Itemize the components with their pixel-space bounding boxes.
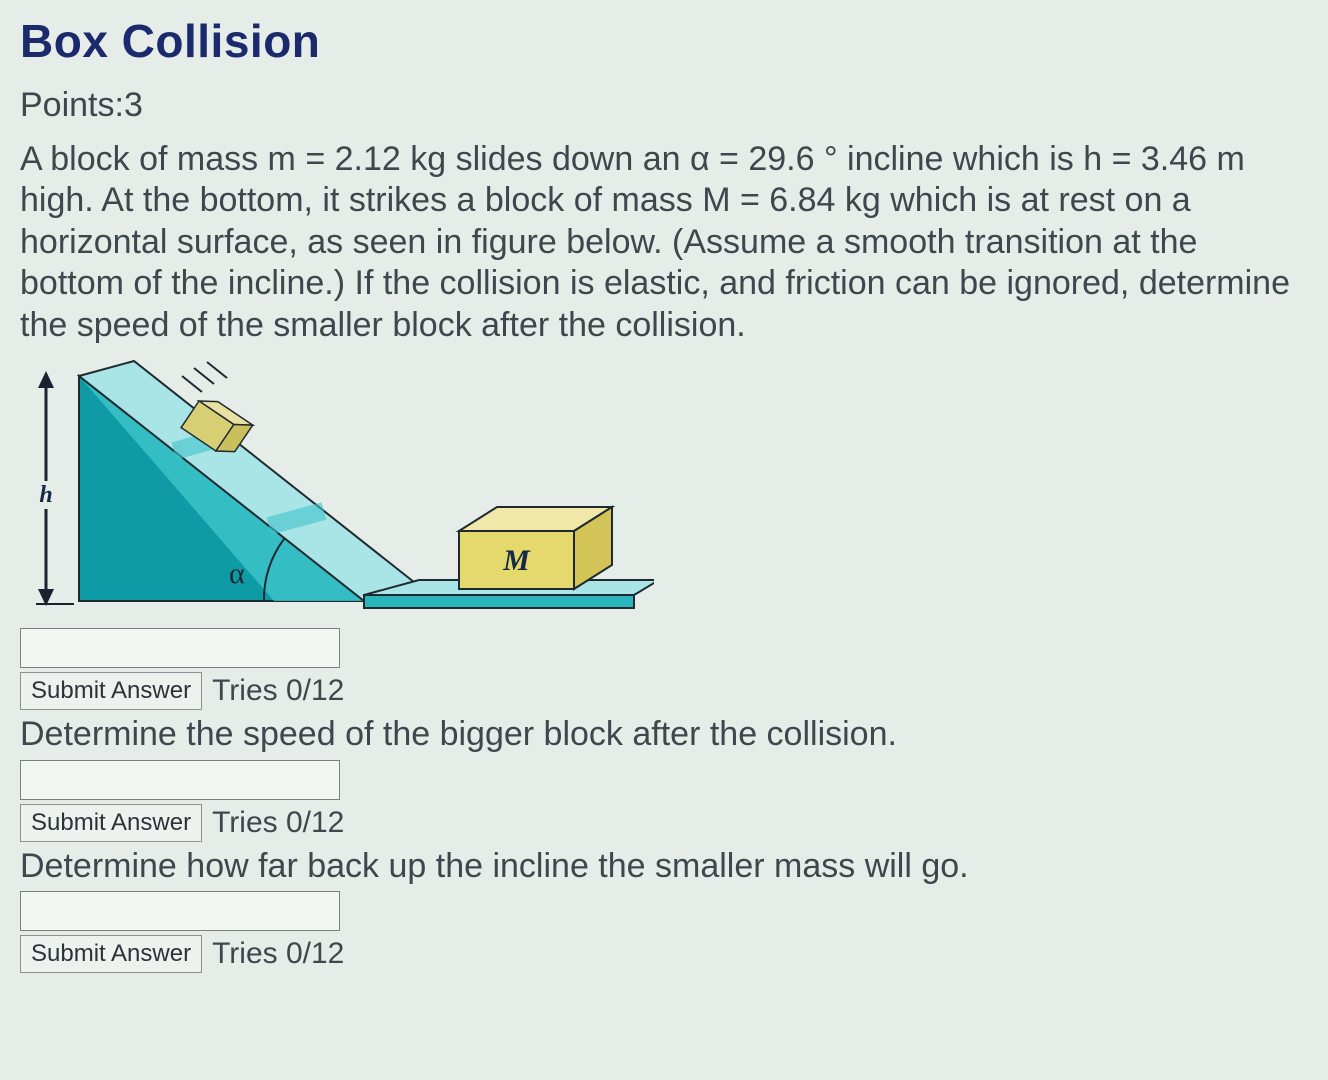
answer-block-q3: Submit Answer Tries 0/12 — [20, 891, 1308, 973]
submit-button-q1[interactable]: Submit Answer — [20, 672, 202, 710]
answer-input-q1[interactable] — [20, 628, 340, 668]
points-label: Points:3 — [20, 86, 1308, 125]
svg-text:α: α — [229, 557, 245, 590]
submit-row-q3: Submit Answer Tries 0/12 — [20, 935, 1308, 973]
submit-button-q2[interactable]: Submit Answer — [20, 804, 202, 842]
tries-label-q3: Tries 0/12 — [212, 937, 344, 971]
answer-input-q3[interactable] — [20, 891, 340, 931]
submit-row-q2: Submit Answer Tries 0/12 — [20, 804, 1308, 842]
problem-page: Box Collision Points:3 A block of mass m… — [0, 0, 1328, 997]
tries-label-q2: Tries 0/12 — [212, 806, 344, 840]
page-title: Box Collision — [20, 14, 1308, 68]
physics-diagram: Mh α — [14, 356, 654, 626]
svg-text:h: h — [39, 482, 52, 508]
question-q3: Determine how far back up the incline th… — [20, 846, 1308, 887]
submit-row-q1: Submit Answer Tries 0/12 — [20, 672, 1308, 710]
svg-text:M: M — [502, 544, 531, 577]
tries-label-q1: Tries 0/12 — [212, 674, 344, 708]
problem-statement: A block of mass m = 2.12 kg slides down … — [20, 139, 1308, 346]
submit-button-q3[interactable]: Submit Answer — [20, 935, 202, 973]
answer-block-q1: Submit Answer Tries 0/12 — [20, 628, 1308, 710]
question-q2: Determine the speed of the bigger block … — [20, 714, 1308, 755]
answer-input-q2[interactable] — [20, 760, 340, 800]
answer-block-q2: Submit Answer Tries 0/12 — [20, 760, 1308, 842]
